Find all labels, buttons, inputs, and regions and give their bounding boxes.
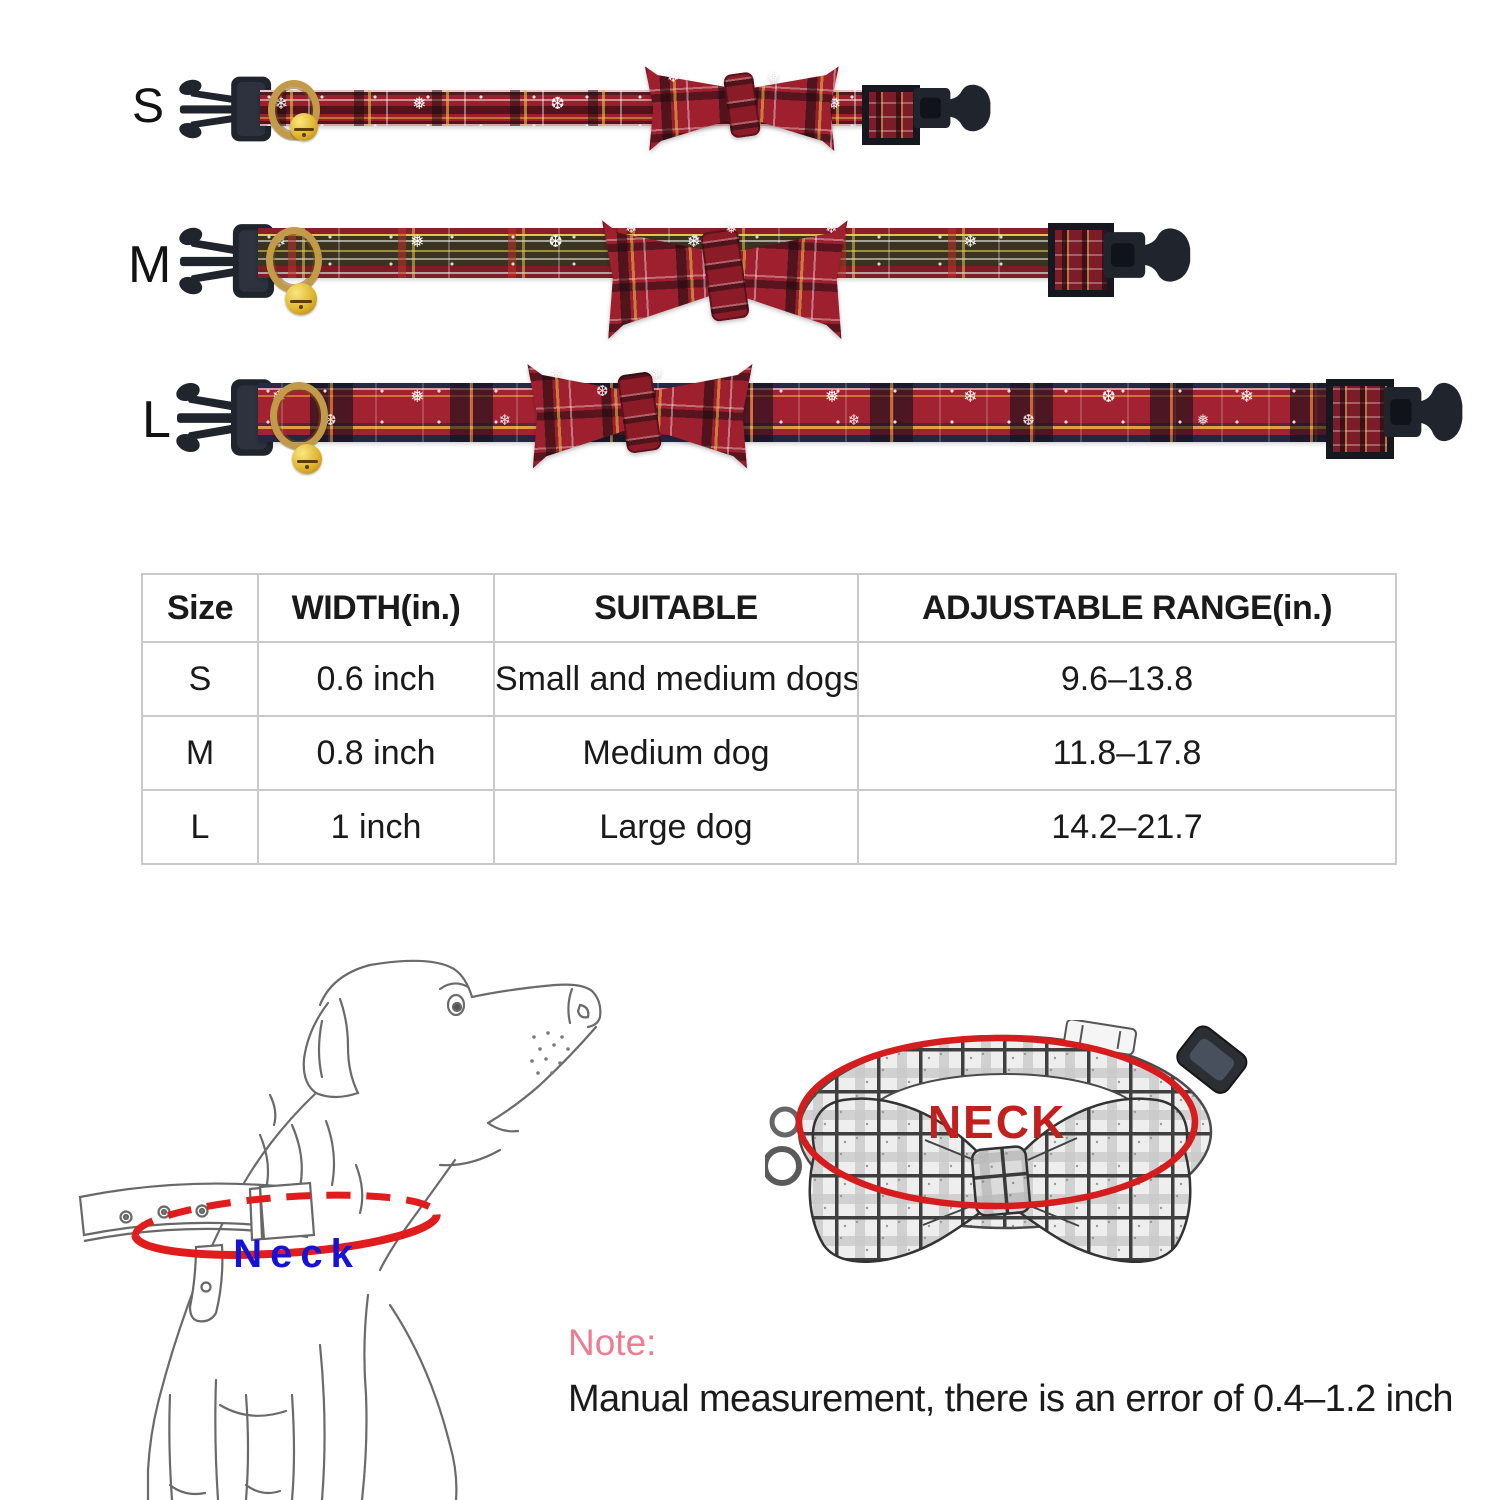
collar-photo-l: L [120, 352, 1490, 537]
gold-bell-icon [285, 283, 317, 315]
cell-size: S [141, 641, 259, 717]
collar-strap [258, 383, 1345, 442]
cell-range: 9.6–13.8 [857, 641, 1397, 717]
size-label-s: S [132, 80, 165, 133]
column-header-suitable: SUITABLE [493, 573, 859, 643]
cell-width: 0.6 inch [257, 641, 495, 717]
table-header-row: Size WIDTH(in.) SUITABLE ADJUSTABLE RANG… [141, 573, 1397, 643]
collar-neck-sketch: NECK [765, 1020, 1248, 1263]
size-label-m: M [128, 236, 172, 294]
cell-width: 0.8 inch [257, 715, 495, 791]
column-header-size: Size [141, 573, 259, 643]
neck-measure-ellipse [795, 1034, 1199, 1210]
cell-size: L [141, 789, 259, 865]
bow-knot [699, 227, 751, 323]
bow-tie [647, 58, 837, 152]
gold-dring-icon [270, 382, 328, 450]
buckle-female-icon [913, 84, 991, 132]
tri-glide-slider [1326, 379, 1394, 459]
sketch-bow-tie [808, 1097, 1192, 1263]
gold-dring-icon [266, 227, 322, 293]
note-block: Note: Manual measurement, there is an er… [568, 1322, 1468, 1421]
cell-suitable: Medium dog [493, 715, 859, 791]
buckle-female-icon [1383, 382, 1463, 442]
buckle-male-icon [179, 76, 272, 142]
dog-measurement-sketch: Neck [78, 959, 602, 1500]
note-text: Manual measurement, there is an error of… [568, 1378, 1454, 1420]
column-header-range: ADJUSTABLE RANGE(in.) [857, 573, 1397, 643]
size-label-l: L [142, 391, 171, 449]
cell-size: M [141, 715, 259, 791]
size-chart-table: Size WIDTH(in.) SUITABLE ADJUSTABLE RANG… [141, 573, 1397, 865]
table-row: M 0.8 inch Medium dog 11.8–17.8 [141, 715, 1397, 791]
bow-tie [605, 209, 845, 341]
gold-bell-icon [290, 113, 318, 141]
table-row: S 0.6 inch Small and medium dogs 9.6–13.… [141, 641, 1397, 717]
buckle-female-icon [1103, 228, 1191, 282]
bow-knot [722, 71, 762, 139]
snowflake-pattern [258, 383, 1345, 442]
collar-neck-label: NECK [928, 1096, 1066, 1148]
collar-photo-s: S [120, 55, 1000, 175]
bow-knot [617, 370, 663, 454]
cell-range: 14.2–21.7 [857, 789, 1397, 865]
table-row: L 1 inch Large dog 14.2–21.7 [141, 789, 1397, 865]
cell-width: 1 inch [257, 789, 495, 865]
dog-neck-label: Neck [233, 1232, 361, 1276]
collar-buckle [1176, 1025, 1248, 1094]
column-header-width: WIDTH(in.) [257, 573, 495, 643]
gold-bell-icon [292, 444, 322, 474]
tri-glide-slider [862, 85, 920, 145]
cell-suitable: Small and medium dogs [493, 641, 859, 717]
collar-photo-m: M [120, 205, 1220, 355]
metal-dring-icon [765, 1106, 802, 1186]
cell-range: 11.8–17.8 [857, 715, 1397, 791]
cell-suitable: Large dog [493, 789, 859, 865]
bow-tie [530, 354, 750, 470]
note-title: Note: [568, 1322, 657, 1363]
